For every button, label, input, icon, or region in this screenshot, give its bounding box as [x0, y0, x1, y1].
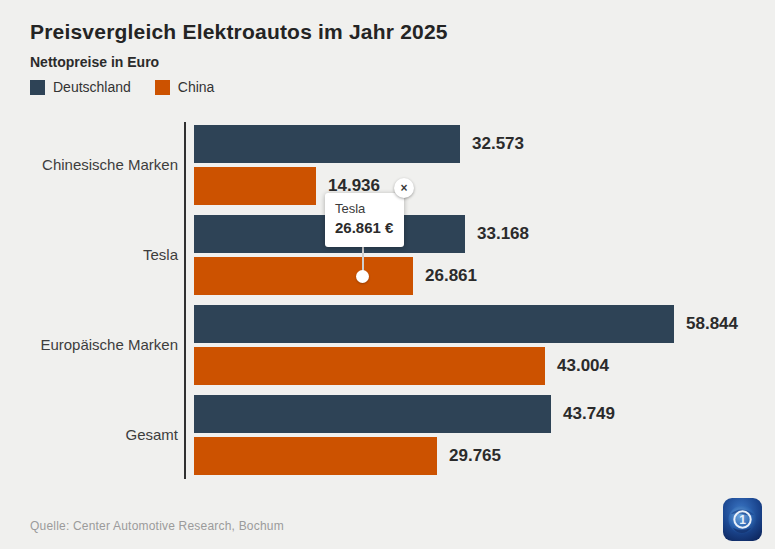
legend-label: China	[178, 79, 215, 95]
source-text: Quelle: Center Automotive Research, Boch…	[30, 519, 284, 533]
tooltip-title: Tesla	[335, 201, 393, 217]
bar-china-3[interactable]	[194, 347, 545, 385]
bar-line: 58.844	[194, 305, 770, 343]
value-label: 43.749	[563, 404, 615, 424]
legend-item-deutschland[interactable]: Deutschland	[30, 79, 131, 95]
category-label: Chinesische Marken	[30, 156, 186, 173]
bar-group: 32.573 14.936	[194, 125, 770, 205]
chart-subtitle: Nettopreise in Euro	[30, 54, 159, 70]
category-label: Europäische Marken	[30, 336, 186, 353]
bar-line: 29.765	[194, 437, 770, 475]
infographic: Preisvergleich Elektroautos im Jahr 2025…	[0, 0, 775, 549]
bar-line: 43.749	[194, 395, 770, 433]
bar-china-2[interactable]	[194, 257, 413, 295]
bar-group: 58.844 43.004	[194, 305, 770, 385]
tooltip-pointer-line	[362, 246, 364, 272]
legend-swatch	[30, 80, 45, 95]
bar-line: 33.168	[194, 215, 770, 253]
bar-group: 43.749 29.765	[194, 395, 770, 475]
bar-line: 43.004	[194, 347, 770, 385]
bar-line: 32.573	[194, 125, 770, 163]
bar-line: 26.861	[194, 257, 770, 295]
chart-title: Preisvergleich Elektroautos im Jahr 2025	[30, 20, 448, 44]
svg-text:1: 1	[739, 513, 746, 527]
value-label: 58.844	[686, 314, 738, 334]
bar-group: 33.168 26.861	[194, 215, 770, 295]
bar-deutschland-3[interactable]	[194, 305, 674, 343]
tooltip: Tesla 26.861 €	[325, 193, 404, 247]
chart-row: Gesamt 43.749 29.765	[30, 395, 770, 475]
legend-item-china[interactable]: China	[155, 79, 215, 95]
value-label: 29.765	[449, 446, 501, 466]
tooltip-close-button[interactable]: ×	[394, 178, 414, 198]
bar-china-4[interactable]	[194, 437, 437, 475]
value-label: 43.004	[557, 356, 609, 376]
tooltip-marker-dot	[356, 270, 369, 283]
legend-swatch	[155, 80, 170, 95]
legend: Deutschland China	[30, 79, 214, 95]
bar-deutschland-4[interactable]	[194, 395, 551, 433]
category-label: Gesamt	[30, 426, 186, 443]
bar-deutschland-1[interactable]	[194, 125, 460, 163]
value-label: 33.168	[477, 224, 529, 244]
ard-tagesschau-globe-logo-icon[interactable]: 1	[723, 498, 762, 541]
bar-china-1[interactable]	[194, 167, 316, 205]
category-label: Tesla	[30, 246, 186, 263]
legend-label: Deutschland	[53, 79, 131, 95]
value-label: 26.861	[425, 266, 477, 286]
tooltip-value: 26.861 €	[335, 219, 393, 236]
bar-line: 14.936	[194, 167, 770, 205]
chart-row: Europäische Marken 58.844 43.004	[30, 305, 770, 385]
value-label: 32.573	[472, 134, 524, 154]
